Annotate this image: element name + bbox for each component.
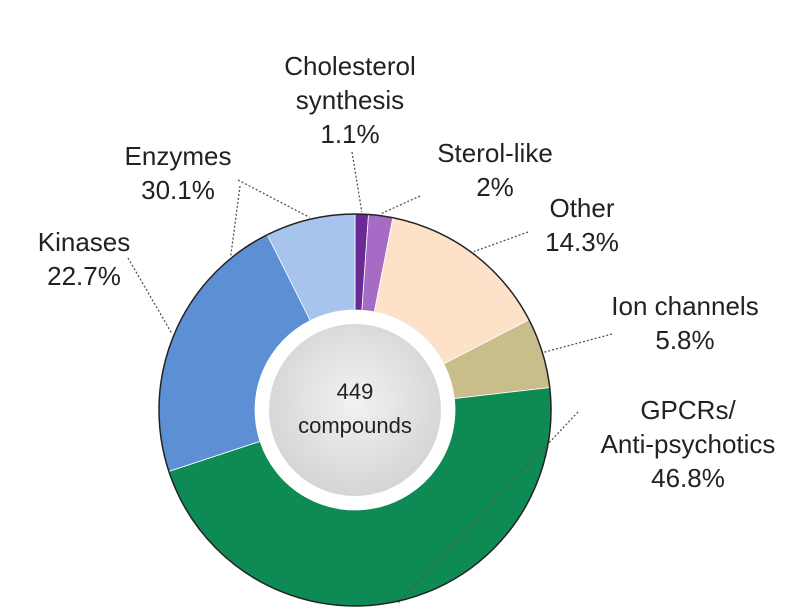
slice-value-label: 46.8% [651, 463, 725, 493]
slice-label: Ion channels [611, 291, 758, 321]
slice-value-label: 2% [476, 172, 514, 202]
center-label: compounds [298, 413, 412, 438]
slice-label: Kinases [38, 227, 131, 257]
leader-line [351, 151, 363, 213]
slice-value-label: 14.3% [545, 227, 619, 257]
slice-value-label: 1.1% [320, 119, 379, 149]
center-disc [269, 324, 441, 496]
slice-value-label: 22.7% [47, 261, 121, 291]
leader-line [380, 195, 421, 215]
slice-value-label: 5.8% [655, 325, 714, 355]
slice-label: synthesis [296, 85, 404, 115]
leader-line [544, 333, 613, 353]
leader-line [237, 179, 310, 218]
leader-line [230, 185, 241, 256]
donut-outline [158, 213, 552, 607]
leader-line [127, 257, 173, 335]
slice-label: Cholesterol [284, 51, 416, 81]
slice-label: GPCRs/ [640, 395, 736, 425]
slice-label: Anti-psychotics [601, 429, 776, 459]
slice-label: Enzymes [125, 141, 232, 171]
slice-label: Other [549, 193, 614, 223]
leader-line [473, 231, 529, 253]
slice-label: Sterol-like [437, 138, 553, 168]
slice-value-label: 30.1% [141, 175, 215, 205]
center-label: 449 [337, 379, 374, 404]
